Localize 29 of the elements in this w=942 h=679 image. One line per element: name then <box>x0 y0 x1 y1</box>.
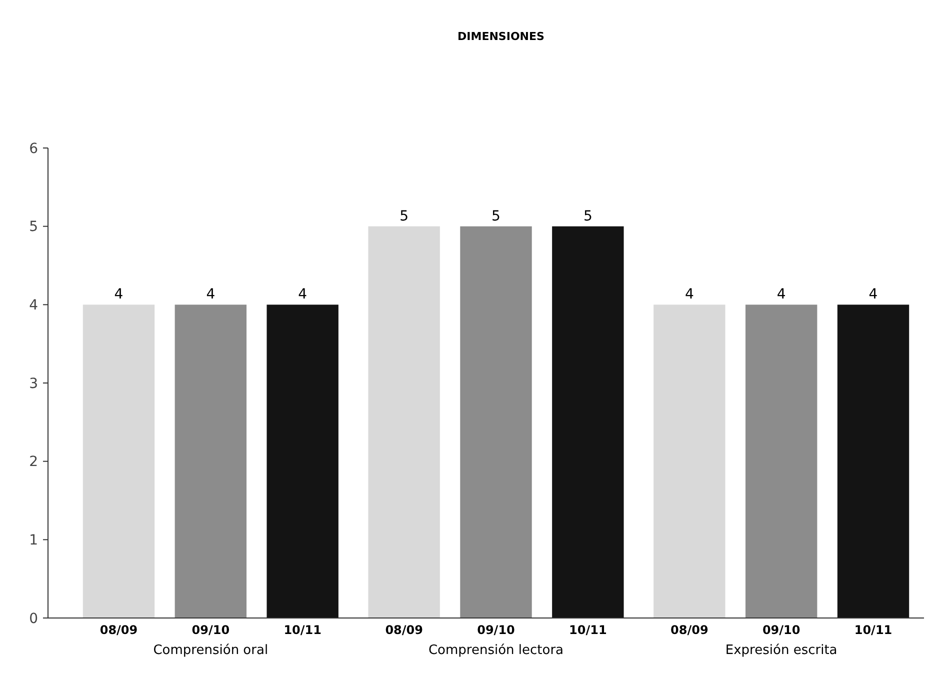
data-label: 4 <box>298 286 308 303</box>
text: 08/09 <box>385 623 423 637</box>
text: 10/11 <box>569 623 607 637</box>
data-label: 4 <box>206 286 216 303</box>
data-label: 5 <box>492 208 500 224</box>
data-label: 5 <box>583 208 592 224</box>
y-tick-label: 5 <box>29 219 38 236</box>
x-tick-label: Expresión escrita <box>725 643 838 658</box>
y-tick-label: 3 <box>29 376 38 392</box>
data-label: 4 <box>868 286 878 303</box>
text: 10/11 <box>854 623 892 637</box>
series-label: 10/11 <box>284 623 322 637</box>
data-label: 4 <box>114 286 124 303</box>
y-tick-label: 0 <box>29 610 38 627</box>
y-tick-label: 4 <box>29 298 38 314</box>
text: 08/09 <box>670 623 708 637</box>
y-tick-label: 6 <box>29 140 38 157</box>
chart-title: DIMENSIONES <box>458 30 545 43</box>
x-tick-label: Comprensión oral <box>153 643 268 658</box>
data-label: 5 <box>400 208 409 224</box>
y-tick-label: 1 <box>29 532 38 549</box>
text: 09/10 <box>477 623 515 637</box>
text: 09/10 <box>762 623 800 637</box>
series-label: 09/10 <box>192 623 230 637</box>
data-label: 4 <box>684 286 694 303</box>
x-tick-label: Comprensión lectora <box>428 643 564 658</box>
y-tick-label: 2 <box>29 454 38 470</box>
data-label: 4 <box>776 286 786 303</box>
series-label: 08/09 <box>100 623 138 637</box>
